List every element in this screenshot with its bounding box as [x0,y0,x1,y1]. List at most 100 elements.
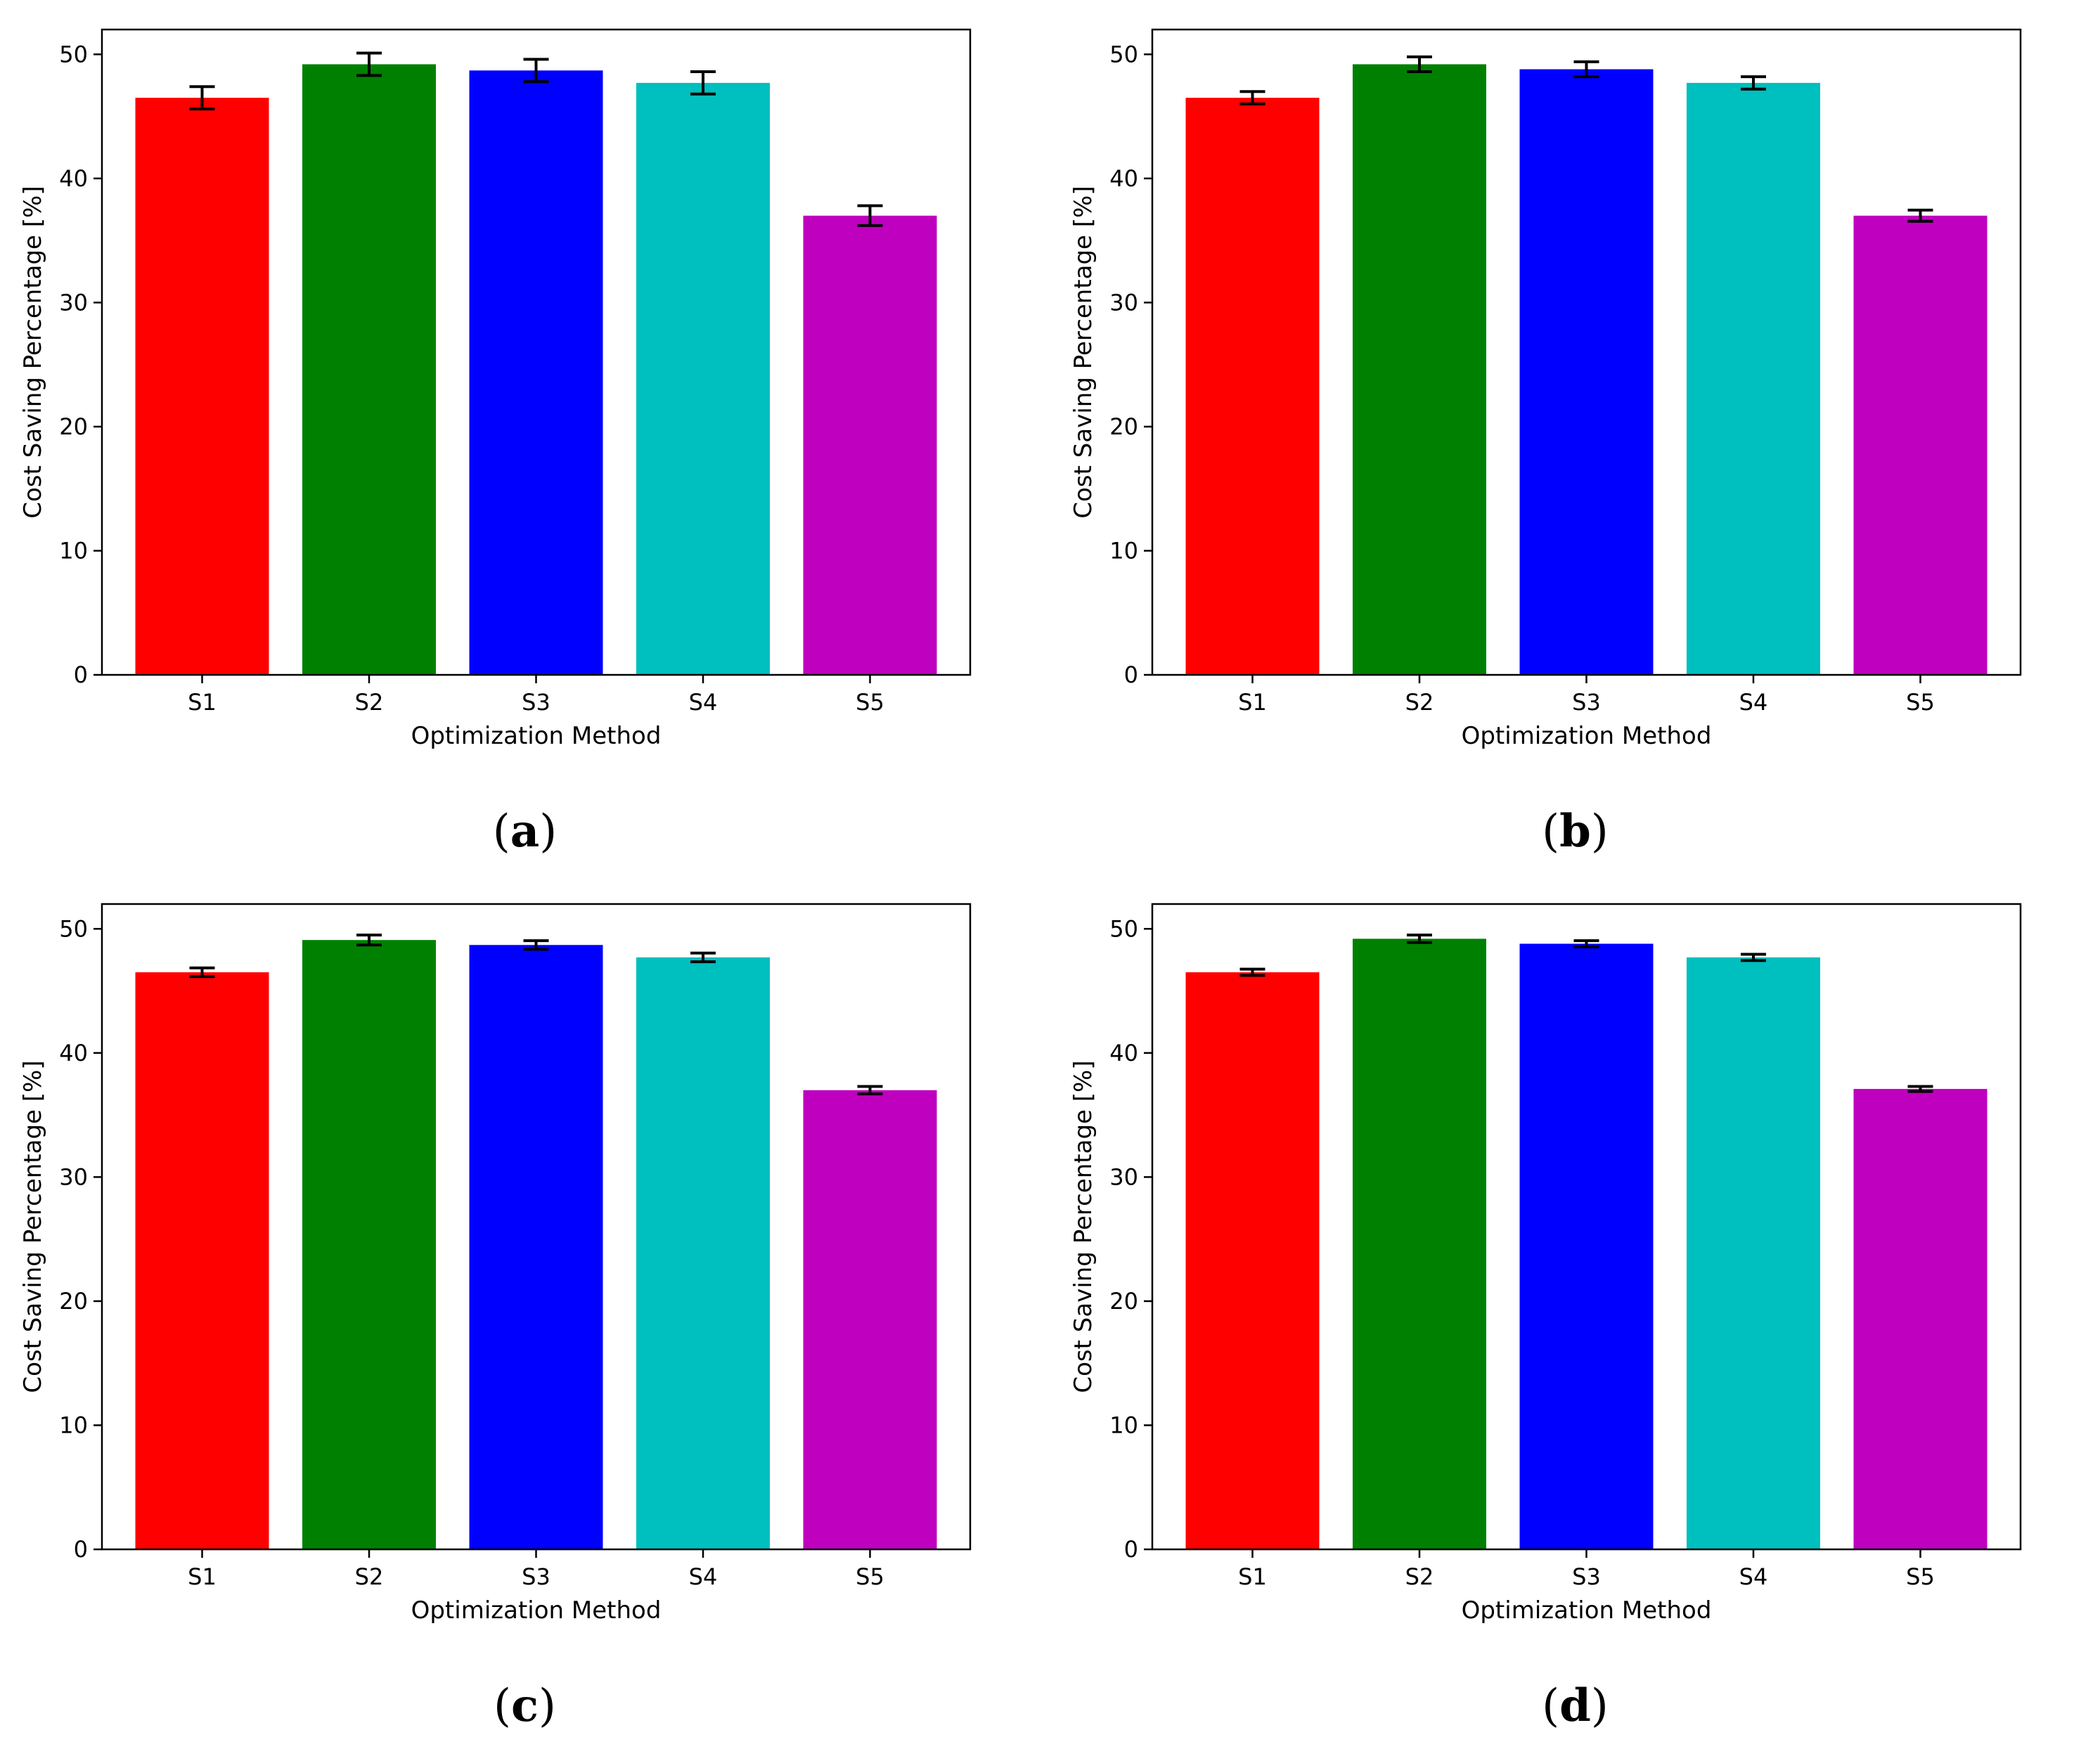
bar-s3 [469,70,603,675]
bar-s5 [803,1090,937,1549]
error-bar-s2 [356,51,382,77]
error-bar-s5 [1907,1085,1933,1093]
x-tick-label-s5: S5 [856,1563,884,1590]
x-tick-label-s1: S1 [188,1563,217,1590]
x-tick-label-s1: S1 [1238,689,1267,716]
y-tick-label: 50 [1109,915,1138,942]
y-tick-label: 20 [1109,413,1138,440]
y-tick-label: 0 [1124,661,1138,688]
x-axis-label: Optimization Method [411,1596,662,1625]
bar-s5 [1853,1089,1988,1549]
error-bar-s2 [1407,934,1432,944]
bar-s2 [1353,938,1486,1549]
bar-s5 [803,215,937,675]
bar-s1 [135,972,269,1549]
y-axis-label: Cost Saving Percentage [%] [19,1060,47,1393]
y-tick-label: 20 [59,1288,88,1315]
error-bar-s5 [857,1085,883,1096]
x-tick-label-s5: S5 [1906,1563,1935,1590]
x-tick-label-s3: S3 [1572,1563,1601,1590]
x-tick-label-s3: S3 [522,1563,550,1590]
error-bar-s1 [1239,967,1265,977]
y-axis-label: Cost Saving Percentage [%] [1069,186,1097,518]
x-tick-label-s1: S1 [188,689,217,716]
error-bar-s3 [1573,939,1599,948]
bar-s4 [636,957,770,1549]
x-tick-label-s3: S3 [522,689,550,716]
error-bar-s4 [1741,953,1766,962]
y-tick-label: 10 [59,1412,88,1438]
caption-b: (b) [1542,805,1609,858]
y-tick-label: 30 [59,1163,88,1190]
bar-s3 [1519,69,1654,675]
x-axis-label: Optimization Method [1462,1596,1712,1625]
caption-c-label: c [511,1679,539,1732]
x-tick-label-s1: S1 [1238,1563,1267,1590]
x-tick-label-s5: S5 [1906,689,1935,716]
chart-d-svg: 0 10 20 30 40 50 S1 S2 S3 S4 S5 Optimization Method… [1069,903,2022,1625]
bar-s4 [1687,957,1820,1549]
chart-c-svg: 0 10 20 30 40 50 S1 S2 S3 S4 S5 Optimization Method… [19,903,972,1625]
y-tick-label: 30 [1109,289,1138,316]
bar-s1 [135,98,269,675]
error-bar-s4 [690,951,716,964]
chart-b-svg: 0 10 20 30 40 50 S1 S2 S3 S4 S5 Optimization Method… [1069,28,2022,750]
error-bar-s1 [189,966,215,979]
x-axis-label: Optimization Method [1462,722,1712,750]
bar-s1 [1185,972,1320,1549]
error-bar-s3 [523,58,549,84]
y-tick-label: 20 [1109,1288,1138,1315]
x-axis-label: Optimization Method [411,722,662,750]
y-tick-label: 0 [74,1536,88,1563]
caption-d-label: d [1559,1679,1591,1732]
y-tick-label: 40 [1109,165,1138,192]
error-bar-s4 [1741,75,1766,91]
y-tick-label: 40 [59,165,88,192]
x-tick-label-s5: S5 [856,689,884,716]
bar-s1 [1185,98,1320,675]
y-tick-label: 10 [1109,1412,1138,1438]
bar-s5 [1853,215,1988,675]
y-axis-label: Cost Saving Percentage [%] [19,186,47,518]
error-bar-s4 [690,70,716,96]
x-tick-label-s4: S4 [1739,689,1768,716]
chart-panel-a: 0 10 20 30 40 50 S1 S2 S3 S4 S5 Optimization Method… [0,0,1050,875]
y-tick-label: 50 [1109,41,1138,67]
x-tick-label-s2: S2 [1405,1563,1434,1590]
y-tick-label: 30 [1109,1163,1138,1190]
y-tick-label: 0 [1124,1536,1138,1563]
bar-s4 [1687,82,1820,675]
bar-s3 [469,945,603,1549]
bar-s3 [1519,943,1654,1549]
bar-s2 [302,940,436,1549]
error-bar-s5 [1907,208,1933,223]
caption-b-label: b [1559,805,1591,858]
caption-a: (a) [492,805,558,858]
caption-c: (c) [494,1679,556,1732]
bar-s2 [302,64,436,675]
y-tick-label: 50 [59,41,88,67]
error-bar-s1 [1239,90,1265,105]
error-bar-s3 [523,939,549,951]
x-tick-label-s4: S4 [689,1563,718,1590]
chart-panel-d: 0 10 20 30 40 50 S1 S2 S3 S4 S5 Optimization Method… [1050,875,2100,1749]
chart-a-svg: 0 10 20 30 40 50 S1 S2 S3 S4 S5 Optimization Method… [19,28,972,750]
caption-d: (d) [1542,1679,1609,1732]
caption-a-label: a [510,805,540,858]
error-bar-s2 [1407,55,1432,74]
x-tick-label-s4: S4 [1739,1563,1768,1590]
y-tick-label: 20 [59,413,88,440]
chart-panel-c: 0 10 20 30 40 50 S1 S2 S3 S4 S5 Optimization Method… [0,875,1050,1749]
y-tick-label: 40 [1109,1040,1138,1066]
x-tick-label-s2: S2 [355,689,384,716]
error-bar-s5 [857,204,883,227]
error-bar-s3 [1573,60,1599,79]
y-axis-label: Cost Saving Percentage [%] [1069,1060,1097,1393]
bar-s2 [1353,64,1486,675]
y-tick-label: 30 [59,289,88,316]
chart-panel-b: 0 10 20 30 40 50 S1 S2 S3 S4 S5 Optimization Method… [1050,0,2100,875]
y-tick-label: 10 [1109,537,1138,564]
x-tick-label-s4: S4 [689,689,718,716]
x-tick-label-s3: S3 [1572,689,1601,716]
x-tick-label-s2: S2 [1405,689,1434,716]
